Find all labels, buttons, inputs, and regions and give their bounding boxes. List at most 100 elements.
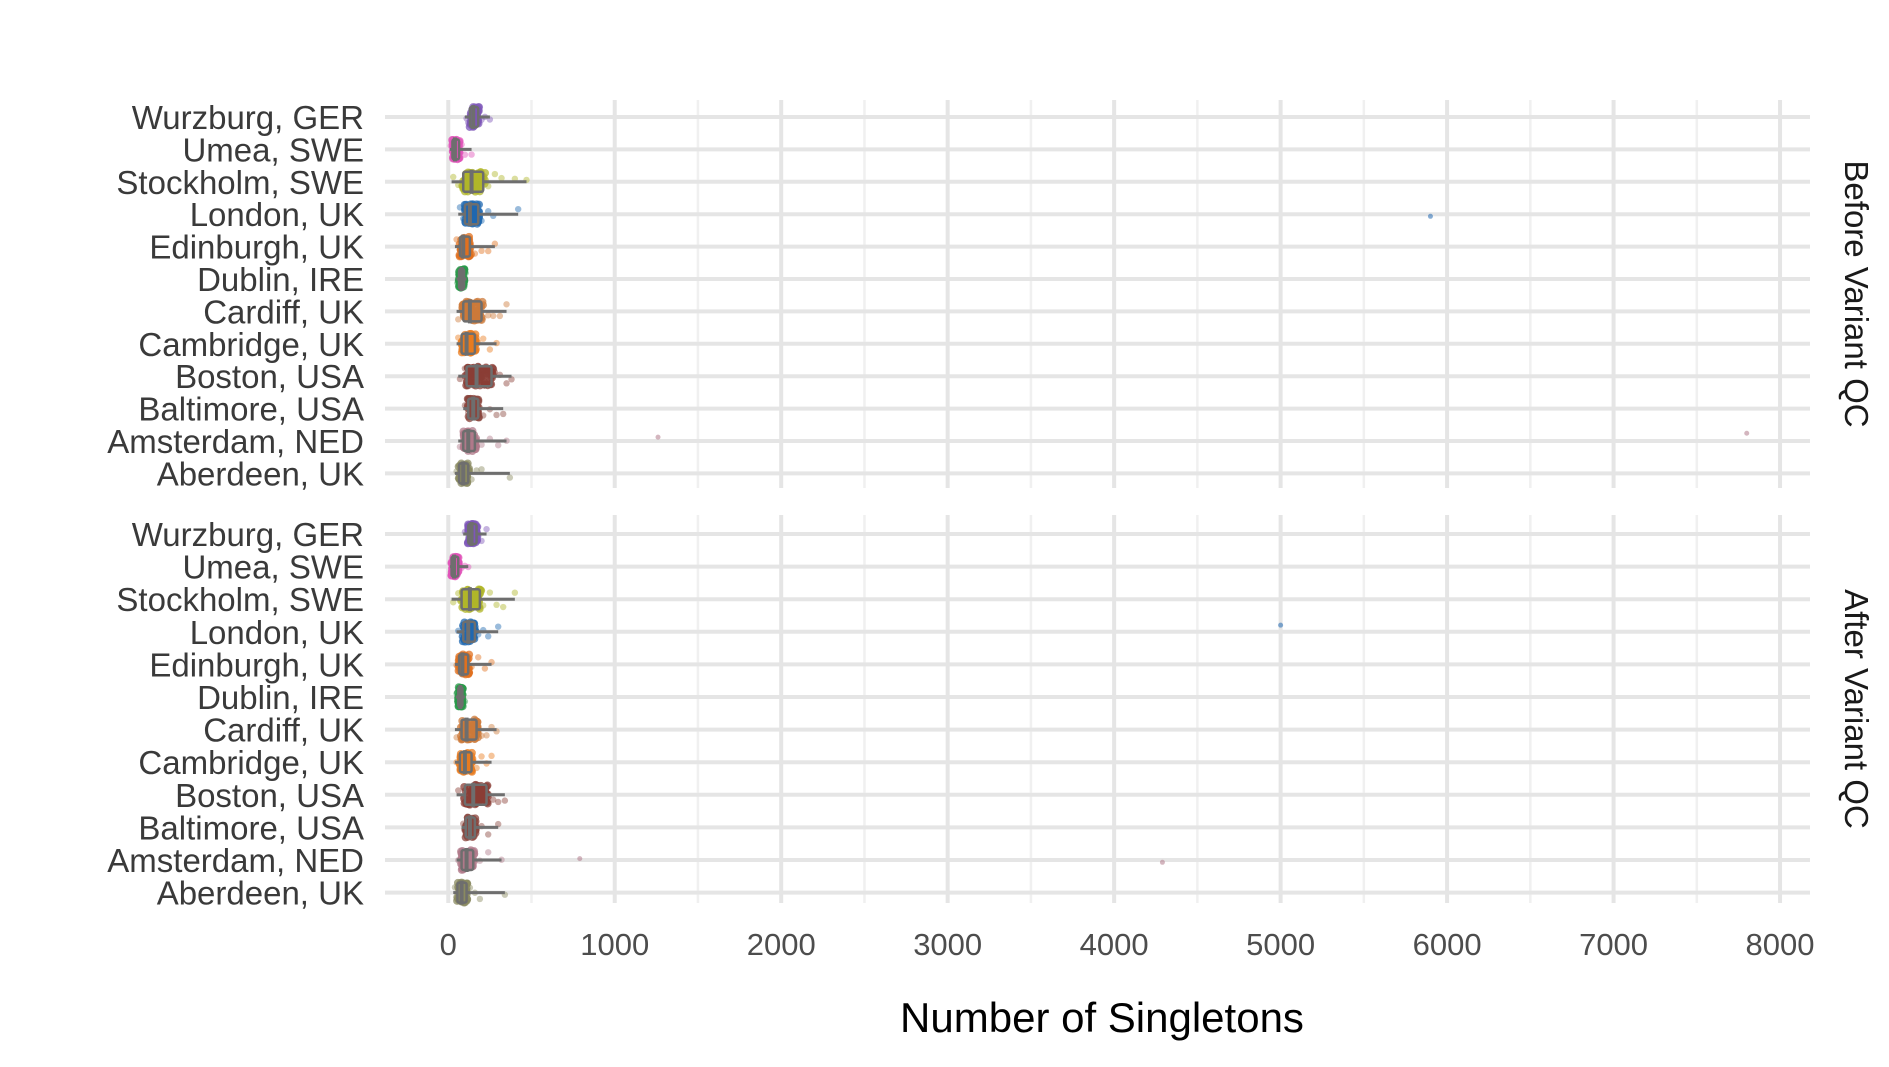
data-point (456, 443, 464, 451)
series-london-uk (456, 200, 1433, 228)
facet-strip-label: Before Variant QC (1838, 160, 1875, 427)
x-tick-label: 3000 (913, 927, 982, 962)
series-aberdeen-uk (453, 459, 514, 488)
data-point (456, 204, 464, 211)
series-dublin-ire (454, 265, 469, 292)
category-label: Aberdeen, UK (157, 875, 364, 912)
data-point (455, 316, 462, 323)
data-point (495, 820, 502, 828)
category-label: Edinburgh, UK (149, 646, 364, 683)
data-point (473, 764, 480, 772)
data-point (478, 466, 485, 473)
data-point (485, 831, 492, 838)
series-cambridge-uk (455, 329, 500, 357)
category-label: Dublin, IRE (197, 261, 364, 298)
data-point (453, 236, 460, 243)
data-point (480, 335, 487, 342)
data-point (455, 787, 462, 794)
data-point (486, 346, 494, 353)
category-label: Stockholm, SWE (116, 581, 364, 618)
data-point (483, 732, 490, 739)
data-point (486, 589, 494, 596)
category-label: Boston, USA (175, 777, 364, 814)
x-tick-label: 2000 (747, 927, 816, 962)
category-label: Amsterdam, NED (107, 842, 364, 879)
category-label: London, UK (190, 614, 364, 651)
data-point (491, 170, 499, 178)
category-label: Baltimore, USA (138, 809, 364, 846)
series-boston-usa (455, 780, 509, 809)
data-point (514, 205, 522, 213)
data-point (485, 633, 492, 640)
series-wurzburg-ger (461, 520, 490, 548)
x-tick-label: 6000 (1413, 927, 1482, 962)
series-umea-swe (447, 552, 472, 581)
data-point (461, 402, 469, 409)
category-label: Umea, SWE (182, 549, 364, 586)
series-stockholm-swe (450, 585, 519, 614)
category-label: Stockholm, SWE (116, 164, 364, 201)
category-label: Amsterdam, NED (107, 423, 364, 460)
data-point (485, 849, 492, 856)
box-iqr (465, 364, 493, 388)
x-tick-label: 4000 (1080, 927, 1149, 962)
data-point (490, 312, 497, 320)
data-point (478, 732, 485, 739)
box-iqr (461, 300, 483, 323)
series-cambridge-uk (453, 748, 495, 776)
x-tick-label: 7000 (1579, 927, 1648, 962)
data-point (468, 476, 475, 483)
data-point (1427, 213, 1433, 219)
series-amsterdam-ned (456, 427, 1750, 455)
data-point (466, 884, 474, 891)
data-point (495, 798, 502, 806)
category-label: Wurzburg, GER (132, 99, 364, 136)
series-dublin-ire (453, 683, 469, 711)
data-point (485, 312, 492, 319)
series-baltimore-usa (460, 813, 502, 842)
data-point (478, 217, 485, 224)
data-point (506, 474, 514, 481)
data-point (483, 525, 490, 533)
data-point (468, 151, 475, 158)
facet-strip-label: After Variant QC (1838, 589, 1875, 829)
x-tick-label: 0 (440, 927, 457, 962)
series-london-uk (455, 618, 1284, 646)
category-label: Cardiff, UK (203, 293, 364, 330)
x-axis-title: Number of Singletons (900, 994, 1304, 1041)
data-point (478, 441, 485, 448)
series-baltimore-usa (461, 394, 507, 423)
box-iqr (463, 783, 488, 807)
category-label: Cambridge, UK (138, 744, 364, 781)
x-tick-label: 1000 (580, 927, 649, 962)
data-point (503, 380, 510, 387)
series-cardiff-uk (455, 297, 510, 325)
data-point (485, 247, 492, 255)
data-point (481, 665, 489, 672)
data-point (508, 376, 515, 383)
series-stockholm-swe (450, 168, 530, 196)
series-edinburgh-uk (453, 650, 495, 679)
data-point (453, 734, 460, 741)
category-label: Dublin, IRE (197, 679, 364, 716)
box-iqr (460, 718, 478, 741)
data-point (480, 412, 487, 419)
data-point (503, 301, 510, 308)
data-point (1159, 859, 1165, 865)
category-label: Wurzburg, GER (132, 516, 364, 553)
category-label: Edinburgh, UK (149, 229, 364, 266)
series-cardiff-uk (453, 715, 500, 744)
data-point (499, 410, 507, 418)
data-point (493, 601, 500, 609)
data-point (476, 895, 484, 903)
category-label: Boston, USA (175, 358, 364, 395)
data-point (478, 537, 485, 545)
data-point (493, 411, 500, 419)
category-label: Cambridge, UK (138, 326, 364, 363)
category-label: Baltimore, USA (138, 391, 364, 428)
data-point (491, 368, 499, 376)
data-point (495, 623, 502, 630)
category-label: Aberdeen, UK (157, 455, 364, 492)
